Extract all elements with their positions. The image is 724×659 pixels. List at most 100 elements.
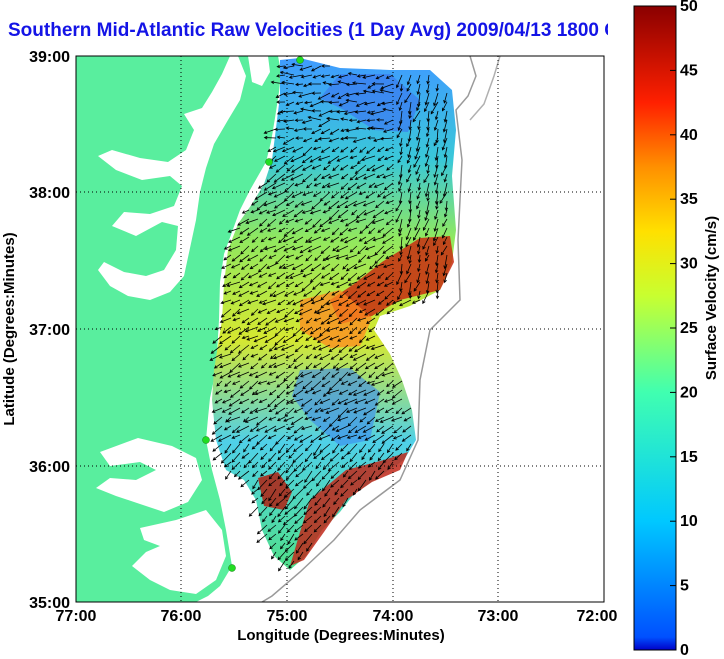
velocity-arrow xyxy=(248,506,259,517)
velocity-arrow xyxy=(433,92,439,107)
velocity-arrow xyxy=(382,245,394,254)
velocity-arrow xyxy=(268,407,277,413)
velocity-arrow xyxy=(384,407,394,413)
velocity-arrow xyxy=(276,64,286,69)
velocity-arrow xyxy=(366,416,376,425)
velocity-arrow xyxy=(340,479,349,489)
velocity-arrow xyxy=(321,470,331,480)
velocity-arrow xyxy=(406,245,412,260)
velocity-arrow xyxy=(277,506,286,518)
velocity-arrow xyxy=(322,81,331,85)
velocity-arrow xyxy=(239,254,250,263)
velocity-arrow xyxy=(232,380,241,385)
velocity-arrow xyxy=(303,506,313,516)
colorbar-tick-label: 30 xyxy=(680,256,698,273)
velocity-arrow xyxy=(328,344,340,353)
velocity-arrow xyxy=(274,317,286,323)
velocity-arrow xyxy=(320,128,331,135)
velocity-arrow xyxy=(399,137,403,147)
velocity-arrow xyxy=(319,191,331,202)
velocity-arrow xyxy=(395,200,403,212)
velocity-arrow xyxy=(338,74,349,79)
velocity-arrow xyxy=(326,182,340,188)
velocity-arrow xyxy=(254,407,268,413)
velocity-arrow xyxy=(383,263,394,269)
velocity-arrow xyxy=(251,245,259,253)
velocity-arrow xyxy=(363,272,376,280)
velocity-arrow xyxy=(433,173,439,186)
velocity-arrow xyxy=(366,281,376,287)
delaware-bay xyxy=(248,56,270,86)
velocity-arrow xyxy=(252,479,259,490)
velocity-arrow xyxy=(277,551,286,561)
velocity-arrow xyxy=(402,425,412,433)
velocity-arrow xyxy=(416,200,421,210)
velocity-arrow xyxy=(385,254,394,259)
velocity-arrow xyxy=(377,299,385,305)
velocity-arrow xyxy=(322,416,331,422)
velocity-arrow xyxy=(345,299,358,307)
velocity-arrow xyxy=(304,443,313,452)
velocity-arrow xyxy=(426,191,430,202)
velocity-arrow xyxy=(375,371,385,380)
velocity-arrow xyxy=(291,164,304,173)
velocity-arrow xyxy=(314,254,322,261)
chesapeake-bay xyxy=(98,56,246,300)
velocity-arrow xyxy=(328,137,340,143)
velocity-arrow xyxy=(236,371,250,378)
velocity-arrow xyxy=(222,281,232,287)
velocity-arrow xyxy=(285,389,295,395)
station-marker xyxy=(296,56,304,64)
velocity-arrow xyxy=(395,209,403,223)
velocity-arrow xyxy=(272,209,286,217)
velocity-arrow xyxy=(260,362,268,369)
velocity-arrow xyxy=(261,497,268,505)
velocity-arrow xyxy=(347,281,358,286)
velocity-arrow xyxy=(300,107,313,112)
velocity-arrow xyxy=(284,290,295,297)
velocity-arrow xyxy=(316,308,331,315)
velocity-arrow xyxy=(394,452,403,461)
velocity-arrow xyxy=(339,353,349,361)
velocity-arrow xyxy=(294,182,304,187)
velocity-arrow xyxy=(251,488,259,495)
velocity-arrow xyxy=(212,452,223,461)
velocity-arrow xyxy=(302,164,313,171)
velocity-arrow xyxy=(283,488,295,499)
velocity-arrow xyxy=(246,317,259,325)
velocity-arrow xyxy=(381,101,394,106)
velocity-arrow xyxy=(352,200,367,207)
velocity-arrow xyxy=(276,308,286,314)
velocity-arrow xyxy=(279,542,286,550)
velocity-arrow xyxy=(416,74,421,85)
velocity-arrow xyxy=(356,182,367,189)
velocity-arrow xyxy=(302,146,313,157)
velocity-arrow xyxy=(377,452,385,462)
velocity-arrow xyxy=(374,362,385,370)
velocity-arrow xyxy=(267,191,277,196)
velocity-arrow xyxy=(344,200,358,208)
velocity-arrow xyxy=(372,209,385,219)
velocity-arrow xyxy=(395,407,403,415)
colorbar xyxy=(633,5,677,651)
velocity-arrow xyxy=(340,488,349,497)
velocity-arrow xyxy=(287,533,295,545)
velocity-arrow xyxy=(293,209,304,218)
velocity-arrow xyxy=(382,236,394,244)
velocity-arrow xyxy=(435,83,440,92)
velocity-arrow xyxy=(223,389,232,394)
velocity-arrow xyxy=(405,227,412,241)
velocity-arrow xyxy=(337,416,349,422)
velocity-arrow xyxy=(301,119,313,124)
velocity-arrow xyxy=(304,407,313,415)
y-axis-label: Latitude (Degrees:Minutes) xyxy=(1,232,18,425)
velocity-arrow xyxy=(295,470,304,478)
velocity-arrow xyxy=(435,254,439,267)
velocity-arrow xyxy=(277,524,286,534)
velocity-arrow xyxy=(399,245,403,256)
velocity-arrow xyxy=(228,245,241,252)
velocity-arrow xyxy=(433,218,439,232)
velocity-arrow xyxy=(349,353,358,358)
velocity-arrow xyxy=(401,407,412,415)
velocity-arrow xyxy=(320,146,331,153)
